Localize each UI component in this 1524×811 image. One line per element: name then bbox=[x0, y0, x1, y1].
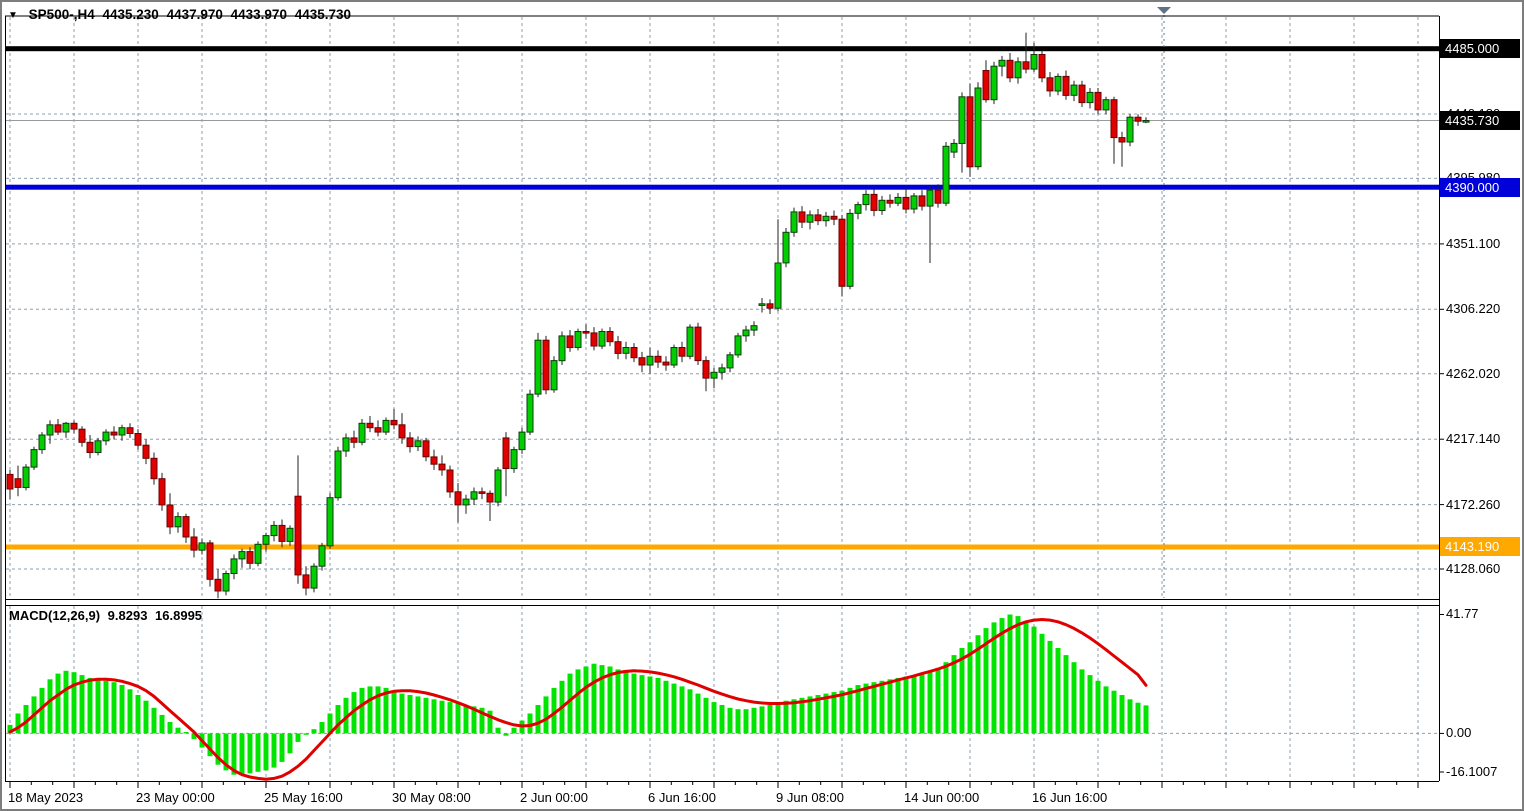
price-axis-label: 4172.260 bbox=[1446, 497, 1501, 512]
chart-header: ▼ SP500-,H4 4435.230 4437.970 4433.970 4… bbox=[8, 7, 355, 22]
time-axis[interactable]: 18 May 2023 23 May 00:00 25 May 16:00 30 Ma… bbox=[2, 782, 1439, 809]
macd-axis-label: 0.00 bbox=[1446, 725, 1472, 740]
price-badge-resistance-black: 4485.000 bbox=[1440, 39, 1520, 58]
time-axis-label: 2 Jun 00:00 bbox=[520, 790, 588, 805]
quote-dropdown-icon: ▼ bbox=[8, 10, 18, 21]
pane-borders bbox=[5, 15, 1440, 782]
macd-signal-value: 16.8995 bbox=[155, 608, 203, 623]
macd-value: 9.8293 bbox=[107, 608, 148, 623]
hline-resistance-black[interactable] bbox=[5, 46, 1439, 52]
current-price-badge: 4435.730 bbox=[1440, 111, 1520, 130]
time-axis-label: 25 May 16:00 bbox=[264, 790, 343, 805]
time-axis-label: 6 Jun 16:00 bbox=[648, 790, 716, 805]
time-axis-label: 23 May 00:00 bbox=[136, 790, 215, 805]
price-badge-support-orange: 4143.190 bbox=[1440, 537, 1520, 556]
time-axis-label: 30 May 08:00 bbox=[392, 790, 471, 805]
macd-indicator-label: MACD(12,26,9) 9.8293 16.8995 bbox=[9, 608, 206, 623]
quote-high: 4437.970 bbox=[166, 7, 223, 22]
time-axis-label: 9 Jun 08:00 bbox=[776, 790, 844, 805]
price-badge-support-blue: 4390.000 bbox=[1440, 178, 1520, 197]
hline-support-orange[interactable] bbox=[5, 544, 1439, 550]
macd-name: MACD(12,26,9) bbox=[9, 608, 101, 623]
quote-low: 4433.970 bbox=[230, 7, 287, 22]
price-axis-label: 4128.060 bbox=[1446, 561, 1501, 576]
macd-signal-line bbox=[8, 618, 1148, 781]
shift-marker-icon[interactable] bbox=[1157, 7, 1171, 14]
price-axis-label: 4217.140 bbox=[1446, 431, 1501, 446]
hline-support-blue[interactable] bbox=[5, 184, 1439, 190]
time-axis-label: 18 May 2023 bbox=[8, 790, 84, 805]
price-axis-label: 4262.020 bbox=[1446, 366, 1501, 381]
symbol-timeframe-label: SP500-,H4 bbox=[28, 7, 95, 22]
price-axis-label: 4306.220 bbox=[1446, 301, 1501, 316]
price-axis[interactable]: 4440.1804395.9804351.1004306.2204262.020… bbox=[1439, 2, 1522, 782]
macd-axis-label: 41.77 bbox=[1446, 606, 1479, 621]
macd-axis-label: -16.1007 bbox=[1446, 764, 1498, 779]
quote-open: 4435.230 bbox=[102, 7, 159, 22]
time-axis-label: 14 Jun 00:00 bbox=[904, 790, 980, 805]
time-axis-label: 16 Jun 16:00 bbox=[1032, 790, 1108, 805]
price-axis-label: 4351.100 bbox=[1446, 236, 1501, 251]
quote-close: 4435.730 bbox=[294, 7, 352, 22]
candlestick-series bbox=[6, 32, 1150, 599]
